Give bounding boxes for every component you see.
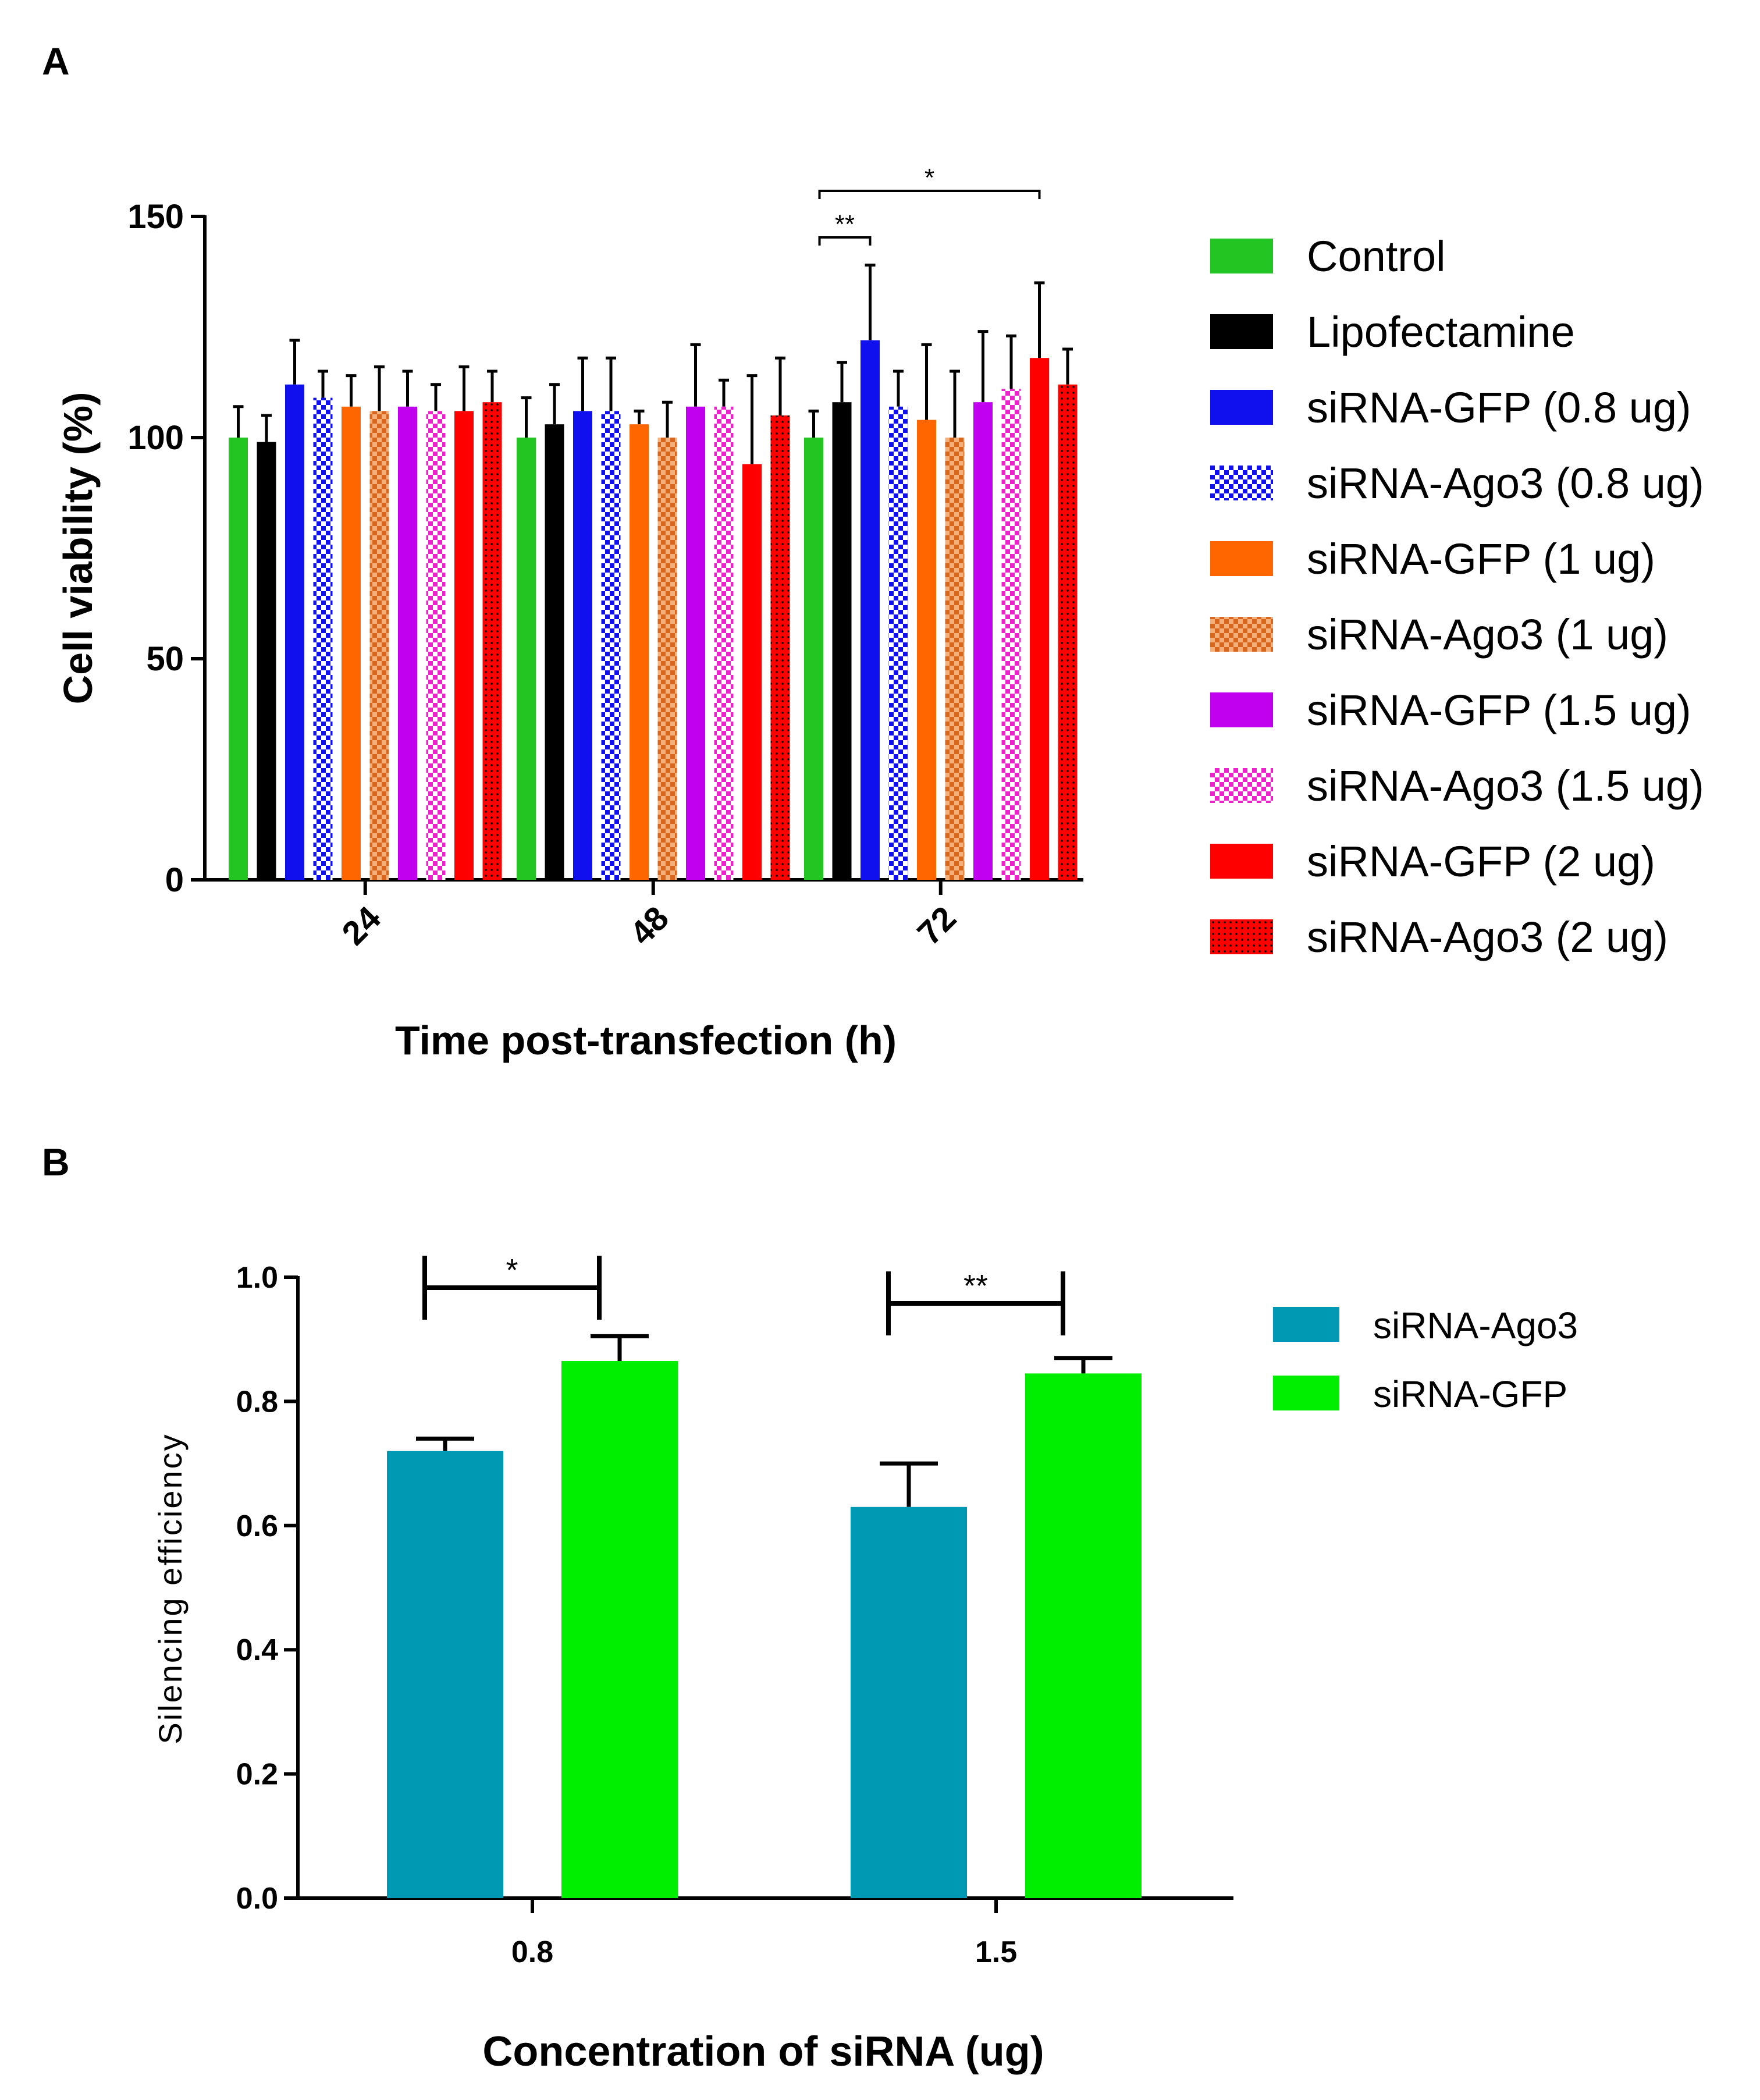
legend-swatch-sirna-ago3-1-ug <box>1210 617 1273 652</box>
x-tick-label-b: 0.8 <box>511 1935 553 1969</box>
y-tick-label-b: 0.6 <box>236 1509 278 1543</box>
bar-sirna-gfp-0-8-ug-24h <box>285 384 304 880</box>
y-tick-label-a: 0 <box>165 861 184 899</box>
bar-sirna-gfp-1-ug-24h <box>342 406 361 880</box>
bar-sirna-gfp-0-8-ug-48h <box>573 411 592 880</box>
legend-swatch-sirna-ago3-1-5-ug <box>1210 768 1273 803</box>
chart-a: 0 50 100 150 24 48 72 Time post-transfection (h… <box>55 164 1704 1063</box>
legend-label-a: siRNA-GFP (1.5 ug) <box>1307 686 1691 734</box>
significance-label-b: * <box>506 1253 518 1288</box>
y-axis-title-a: Cell viability (%) <box>55 392 101 705</box>
y-tick-label-a: 100 <box>127 419 184 457</box>
legend-label-a: siRNA-GFP (2 ug) <box>1307 837 1655 886</box>
legend-swatch-sirna-ago3-b <box>1273 1307 1339 1342</box>
bar-control-48h <box>517 438 536 880</box>
legend-label-a: siRNA-GFP (0.8 ug) <box>1307 383 1691 432</box>
bar-lipofectamine-48h <box>545 424 564 880</box>
bar-sirna-ago3-1-ug-24h <box>369 411 389 880</box>
bar-control-72h <box>804 438 823 880</box>
legend-swatch-lipofectamine <box>1210 314 1273 349</box>
significance-bracket-b <box>886 1271 1065 1335</box>
y-tick-label-a: 50 <box>146 640 184 678</box>
bar-sirna-ago3-2-ug-24h <box>482 402 502 880</box>
y-tick-label-a: 150 <box>127 198 184 236</box>
bar-sirna-gfp-0-8-ug-72h <box>861 340 880 880</box>
bar-sirna-ago3-0-8-ug-48h <box>601 411 621 880</box>
bar-sirna-gfp-1-5-ug-48h <box>686 406 705 880</box>
y-tick-label-b: 0.0 <box>236 1882 278 1916</box>
x-axis-title-a: Time post-transfection (h) <box>395 1018 897 1063</box>
significance-label-a: * <box>925 164 934 192</box>
y-tick-label-b: 0.4 <box>236 1633 278 1667</box>
panel-a-label: A <box>42 40 70 83</box>
x-tick-label-a: 48 <box>623 899 676 953</box>
legend-label-a: siRNA-Ago3 (1 ug) <box>1307 610 1668 659</box>
legend-label-a: Lipofectamine <box>1307 308 1575 356</box>
bar-sirna-gfp-1.5ug <box>1025 1373 1142 1898</box>
significance-bracket-a <box>818 190 1041 199</box>
bar-sirna-ago3-0-8-ug-72h <box>888 406 908 880</box>
x-axis-title-b: Concentration of siRNA (ug) <box>482 2028 1044 2075</box>
bar-sirna-ago3-0.8ug <box>387 1451 503 1898</box>
bar-sirna-gfp-1-ug-48h <box>630 424 649 880</box>
bar-sirna-ago3-1-5-ug-48h <box>714 406 734 880</box>
bar-sirna-ago3-0-8-ug-24h <box>313 397 333 880</box>
legend-swatch-sirna-ago3-2-ug <box>1210 919 1273 954</box>
legend-swatch-control <box>1210 239 1273 273</box>
y-tick-label-b: 1.0 <box>236 1261 278 1295</box>
y-axis-title-b: Silencing efficiency <box>152 1433 189 1744</box>
legend-label-b: siRNA-Ago3 <box>1373 1305 1578 1346</box>
legend-swatch-sirna-gfp-0-8-ug <box>1210 390 1273 425</box>
legend-swatch-sirna-gfp-2-ug <box>1210 844 1273 879</box>
y-tick-label-b: 0.2 <box>236 1758 278 1792</box>
bar-sirna-ago3-1-5-ug-24h <box>426 411 446 880</box>
legend-swatch-sirna-ago3-0-8-ug <box>1210 466 1273 500</box>
bar-control-24h <box>229 438 248 880</box>
chart-b: 0.0 0.2 0.4 0.6 0.8 1.0 0.8 1.5 Concentration of… <box>152 1253 1578 2075</box>
legend-label-a: siRNA-GFP (1 ug) <box>1307 535 1655 583</box>
legend-swatch-sirna-gfp-1-5-ug <box>1210 692 1273 727</box>
bar-lipofectamine-24h <box>257 442 276 880</box>
panel-b-label: B <box>42 1140 70 1184</box>
legend-label-a: siRNA-Ago3 (1.5 ug) <box>1307 762 1704 810</box>
bar-sirna-gfp-1-5-ug-72h <box>973 402 993 880</box>
significance-bracket-a <box>818 236 872 246</box>
x-tick-label-b: 1.5 <box>975 1935 1017 1969</box>
significance-label-a: ** <box>835 210 855 239</box>
bar-lipofectamine-72h <box>832 402 852 880</box>
legend-swatch-sirna-gfp-b <box>1273 1376 1339 1410</box>
bar-sirna-gfp-0.8ug <box>561 1361 678 1898</box>
legend-label-a: siRNA-Ago3 (0.8 ug) <box>1307 459 1704 507</box>
significance-label-b: ** <box>963 1268 988 1303</box>
x-tick-label-a: 24 <box>335 899 388 953</box>
x-tick-label-a: 72 <box>910 899 963 953</box>
bar-sirna-ago3-2-ug-48h <box>770 415 790 880</box>
legend-swatch-sirna-gfp-1-ug <box>1210 541 1273 576</box>
bar-sirna-gfp-2-ug-72h <box>1030 358 1049 880</box>
bar-sirna-ago3-2-ug-72h <box>1058 384 1078 880</box>
y-tick-label-b: 0.8 <box>236 1385 278 1419</box>
legend-label-b: siRNA-GFP <box>1373 1373 1567 1415</box>
significance-bracket-b <box>422 1256 602 1320</box>
legend-label-a: Control <box>1307 232 1446 280</box>
bar-sirna-gfp-2-ug-24h <box>454 411 474 880</box>
bar-sirna-gfp-1-5-ug-24h <box>398 406 417 880</box>
bar-sirna-ago3-1-5-ug-72h <box>1001 389 1021 880</box>
bar-sirna-gfp-1-ug-72h <box>917 420 936 880</box>
bar-sirna-ago3-1-ug-48h <box>657 438 677 880</box>
bar-sirna-ago3-1-ug-72h <box>945 438 965 880</box>
bar-sirna-ago3-1.5ug <box>851 1506 967 1898</box>
legend-label-a: siRNA-Ago3 (2 ug) <box>1307 913 1668 961</box>
bar-sirna-gfp-2-ug-48h <box>742 464 762 880</box>
